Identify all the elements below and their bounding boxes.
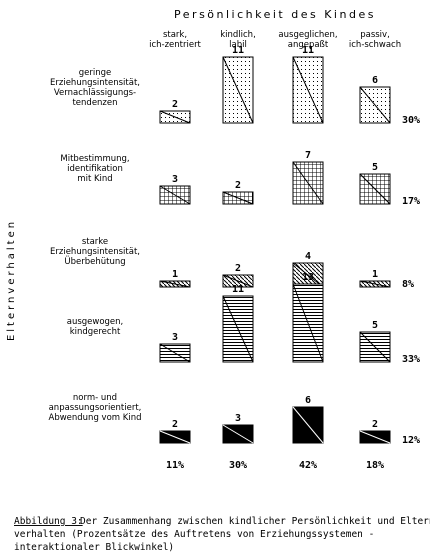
value-label: 7 [305,150,311,161]
bar-diagonal [159,280,191,288]
bar-diagonal [292,161,324,205]
column-total: 18% [366,460,384,471]
row-total: 30% [402,115,420,126]
row-label: ausgewogen, [67,317,124,327]
bar-diagonal [359,430,391,444]
column-label: ausgeglichen, [278,30,337,40]
bar-diagonal [222,424,254,444]
row-label: starke [82,237,108,247]
value-label: 3 [172,174,178,185]
row-label: Abwendung vom Kind [49,413,142,423]
value-label: 5 [372,162,378,173]
column-total: 30% [229,460,247,471]
value-label: 4 [305,251,311,262]
value-label: 2 [372,419,378,430]
column-label: labil [229,40,247,50]
row-label: Vernachlässigungs- [54,88,136,98]
bar-diagonal [159,343,191,363]
column-total: 42% [299,460,317,471]
y-axis-label: Elternverhalten [6,219,17,341]
column-label: ich-schwach [349,40,401,50]
value-label: 11 [232,284,244,295]
value-label: 2 [172,99,178,110]
bar-diagonal [359,86,391,124]
row-label: Überbehütung [64,256,125,267]
row-label: tendenzen [72,98,117,108]
column-label: angepaßt [288,40,329,50]
value-label: 6 [305,395,311,406]
bar-diagonal [359,173,391,205]
bar-diagonal [159,110,191,124]
bar-diagonal [292,406,324,444]
value-label: 5 [372,320,378,331]
value-label: 2 [235,180,241,191]
value-label: 6 [372,75,378,86]
column-total: 11% [166,460,184,471]
value-label: 11 [232,45,244,56]
row-total: 8% [402,279,414,290]
bar-diagonal [159,185,191,205]
row-label: geringe [79,68,112,78]
bar-diagonal [292,56,324,124]
row-label: norm- und [73,393,117,403]
row-label: identifikation [67,164,123,174]
caption: Abbildung 3: [14,516,83,527]
row-label: Mitbestimmung, [60,154,129,164]
value-label: 13 [302,272,314,283]
column-label: ich-zentriert [149,40,201,50]
bar-diagonal [292,262,324,288]
bar-diagonal [222,295,254,363]
value-label: 1 [172,269,178,280]
column-label: kindlich, [220,30,256,40]
bar-diagonal [292,283,324,363]
caption-label: Abbildung 3: [14,516,83,527]
caption-line: Der Zusammenhang zwischen kindlicher Per… [80,516,430,527]
value-label: 1 [372,269,378,280]
value-label: 3 [172,332,178,343]
row-total: 33% [402,354,420,365]
chart-title: Persönlichkeit des Kindes [174,8,376,21]
row-label: Erziehungsintensität, [50,78,140,88]
row-label: mit Kind [77,174,112,184]
bar-diagonal [222,191,254,205]
value-label: 3 [235,413,241,424]
value-label: 2 [172,419,178,430]
bar-diagonal [359,280,391,288]
row-label: kindgerecht [70,327,121,337]
column-label: stark, [163,30,187,40]
value-label: 2 [235,263,241,274]
column-label: passiv, [360,30,390,40]
bar-diagonal [159,430,191,444]
caption-line: interaktionaler Blickwinkel) [14,542,174,553]
row-total: 17% [402,196,420,207]
value-label: 11 [302,45,314,56]
caption-line: verhalten (Prozentsätze des Auftretens v… [14,529,374,540]
bar-diagonal [222,274,254,288]
bar-diagonal [222,56,254,124]
row-total: 12% [402,435,420,446]
row-label: anpassungsorientiert, [49,403,142,413]
row-label: Erziehungsintensität, [50,247,140,257]
bar-diagonal [359,331,391,363]
